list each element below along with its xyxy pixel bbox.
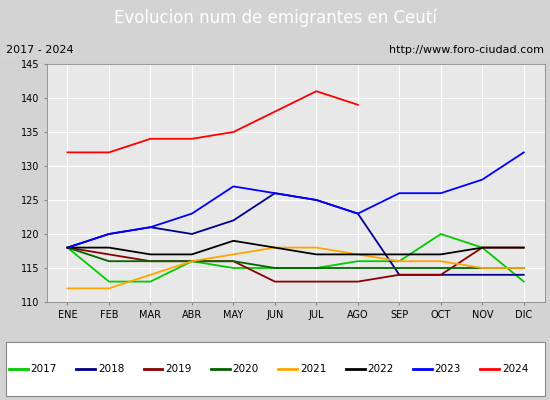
Text: 2018: 2018 [98,364,124,374]
Text: 2023: 2023 [434,364,461,374]
Text: 2020: 2020 [233,364,259,374]
Text: 2022: 2022 [367,364,394,374]
Text: http://www.foro-ciudad.com: http://www.foro-ciudad.com [389,45,544,55]
Text: 2021: 2021 [300,364,326,374]
Text: 2024: 2024 [502,364,529,374]
Text: 2017 - 2024: 2017 - 2024 [6,45,73,55]
Text: Evolucion num de emigrantes en Ceutí: Evolucion num de emigrantes en Ceutí [113,9,437,27]
Text: 2019: 2019 [165,364,191,374]
Text: 2017: 2017 [30,364,57,374]
